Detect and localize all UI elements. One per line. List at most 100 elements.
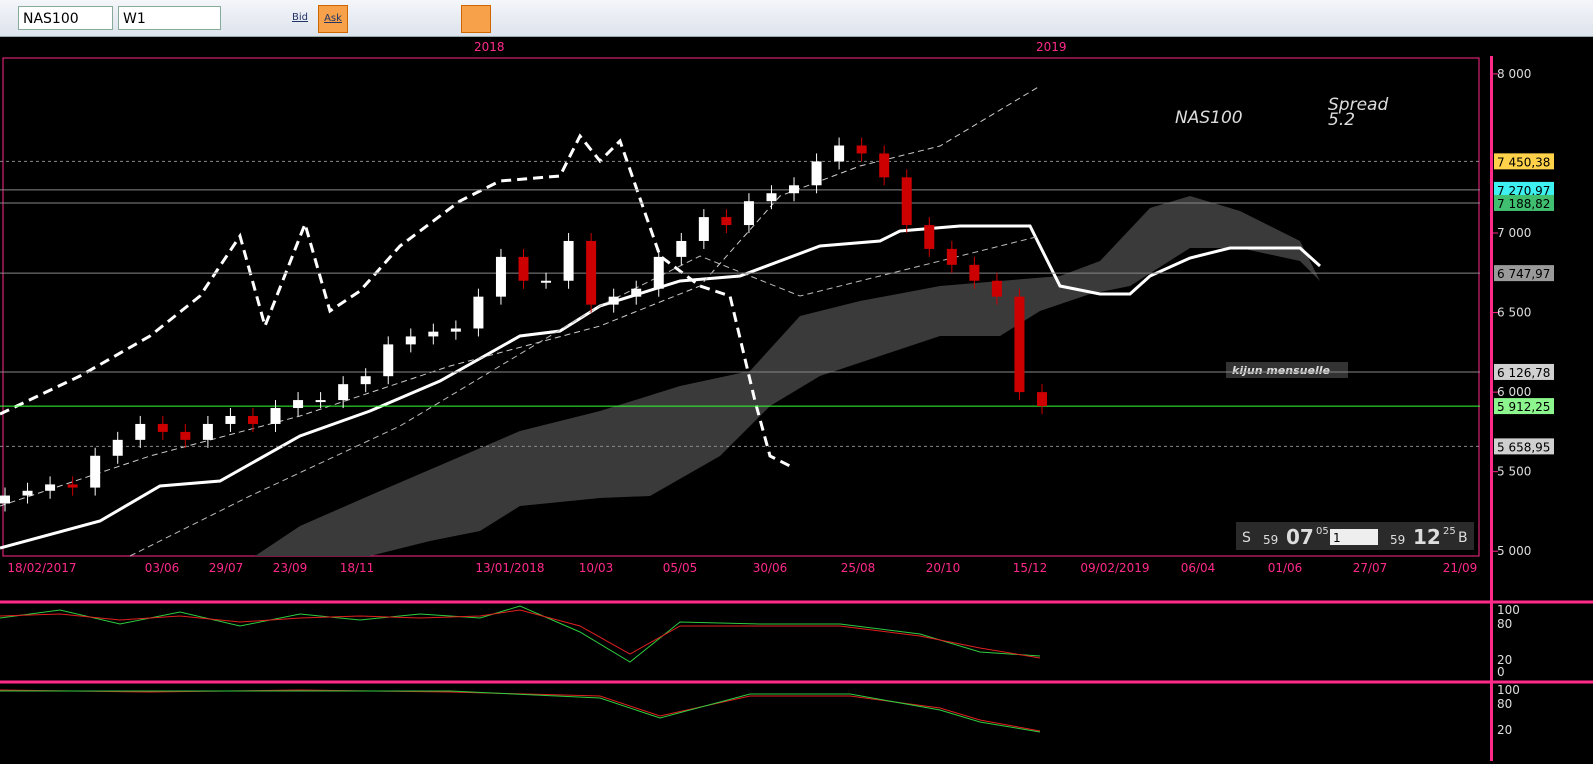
candle bbox=[879, 153, 890, 178]
clock-text: B bbox=[1458, 530, 1468, 546]
clock-text: 05 bbox=[1316, 526, 1329, 537]
candle bbox=[676, 240, 687, 257]
level-box bbox=[1494, 398, 1554, 415]
spin-box[interactable] bbox=[1330, 529, 1378, 545]
level-label: 6 126,78 bbox=[1497, 366, 1550, 380]
candle bbox=[473, 296, 484, 329]
x-tick-label: 29/07 bbox=[209, 561, 244, 575]
level-label: 5 658,95 bbox=[1497, 440, 1550, 454]
stochastic-d bbox=[0, 609, 1041, 659]
axis-line bbox=[1490, 56, 1493, 761]
x-tick-label: 21/09 bbox=[1443, 561, 1478, 575]
x-tick-label: 10/03 bbox=[579, 561, 614, 575]
y-tick-label: 6 000 bbox=[1497, 385, 1531, 399]
candle bbox=[428, 331, 439, 337]
bid-button[interactable]: Bid bbox=[292, 12, 308, 23]
candle bbox=[608, 296, 619, 305]
clock-text: 59 bbox=[1263, 533, 1278, 547]
x-tick-label: 09/02/2019 bbox=[1080, 561, 1149, 575]
osc-tick-label: 0 bbox=[1497, 665, 1505, 679]
candle bbox=[67, 484, 78, 488]
candle bbox=[1014, 296, 1025, 393]
candle bbox=[315, 400, 326, 403]
symbol-label: NAS100 bbox=[1175, 108, 1243, 128]
osc-tick-label: 80 bbox=[1497, 697, 1512, 711]
year-label: 2018 bbox=[474, 40, 505, 54]
candle bbox=[901, 177, 912, 226]
stochastic-k bbox=[0, 605, 1041, 663]
candle bbox=[157, 423, 168, 432]
annotation-box bbox=[1226, 362, 1348, 378]
level-label: 6 747,97 bbox=[1497, 267, 1550, 281]
spread-label: Spread bbox=[1328, 95, 1388, 115]
frame bbox=[2, 57, 1480, 557]
chart: NAS100 Spread 5.2 kijun mensuelle 2018 2… bbox=[0, 40, 1593, 761]
x-tick-label: 20/10 bbox=[926, 561, 961, 575]
candle bbox=[383, 344, 394, 377]
candle bbox=[1037, 392, 1047, 407]
y-tick-label: 5 000 bbox=[1497, 544, 1531, 558]
osc-tick-label: 20 bbox=[1497, 723, 1512, 737]
annotation: kijun mensuelle bbox=[1232, 364, 1330, 377]
level-label: 7 188,82 bbox=[1497, 197, 1550, 211]
toolbar: NAS100 W1 Bid Ask bbox=[0, 0, 1593, 37]
level-box bbox=[1494, 265, 1554, 282]
bollinger-lower bbox=[129, 235, 1041, 557]
candle bbox=[969, 264, 980, 281]
chikou-line bbox=[0, 133, 791, 468]
candle bbox=[293, 400, 304, 409]
spread-value: 5.2 bbox=[1328, 110, 1355, 130]
x-tick-label: 30/06 bbox=[753, 561, 788, 575]
rsi-line bbox=[0, 689, 1041, 732]
candle bbox=[563, 240, 574, 281]
x-tick-label: 18/11 bbox=[340, 561, 375, 575]
x-tick-label: 05/05 bbox=[663, 561, 698, 575]
candle bbox=[518, 256, 529, 281]
candle bbox=[586, 240, 597, 305]
x-tick-label: 18/02/2017 bbox=[7, 561, 76, 575]
x-tick-label: 01/06 bbox=[1268, 561, 1303, 575]
clock-text: 12 bbox=[1413, 525, 1441, 549]
candle bbox=[22, 490, 33, 496]
candle bbox=[495, 256, 506, 297]
ichimoku-cloud bbox=[255, 196, 1320, 556]
tool-button[interactable] bbox=[461, 5, 491, 33]
candle bbox=[0, 495, 10, 504]
level-box bbox=[1494, 363, 1554, 380]
year-label: 2019 bbox=[1036, 40, 1067, 54]
bollinger-upper bbox=[0, 85, 1041, 507]
candle bbox=[698, 217, 709, 241]
symbol-select[interactable]: NAS100 bbox=[18, 6, 113, 30]
osc-tick-label: 80 bbox=[1497, 617, 1512, 631]
candle bbox=[811, 161, 822, 186]
y-tick-label: 5 500 bbox=[1497, 465, 1531, 479]
osc-tick-label: 100 bbox=[1497, 683, 1520, 697]
candle bbox=[653, 256, 664, 289]
candle bbox=[405, 336, 416, 345]
candle bbox=[631, 288, 642, 297]
candle bbox=[743, 201, 754, 226]
level-box bbox=[1494, 181, 1554, 198]
level-box bbox=[1494, 438, 1554, 455]
timeframe-select[interactable]: W1 bbox=[118, 6, 221, 30]
candle bbox=[225, 415, 236, 424]
candle bbox=[270, 408, 281, 424]
candle bbox=[90, 455, 101, 488]
level-label: 7 450,38 bbox=[1497, 155, 1550, 169]
level-label: 7 270,97 bbox=[1497, 184, 1550, 198]
y-tick-label: 8 000 bbox=[1497, 67, 1531, 81]
candle bbox=[991, 280, 1002, 297]
level-label: 5 912,25 bbox=[1497, 400, 1550, 414]
x-tick-label: 06/04 bbox=[1181, 561, 1216, 575]
y-tick-label: 7 000 bbox=[1497, 226, 1531, 240]
candle bbox=[247, 415, 258, 424]
clock-text: 1 bbox=[1333, 531, 1341, 545]
ask-button[interactable]: Ask bbox=[318, 5, 348, 33]
x-tick-label: 25/08 bbox=[841, 561, 876, 575]
candle bbox=[856, 145, 867, 154]
osc-tick-label: 20 bbox=[1497, 653, 1512, 667]
level-box bbox=[1494, 194, 1554, 211]
level-box bbox=[1494, 153, 1554, 170]
rsi-signal bbox=[0, 690, 1041, 733]
